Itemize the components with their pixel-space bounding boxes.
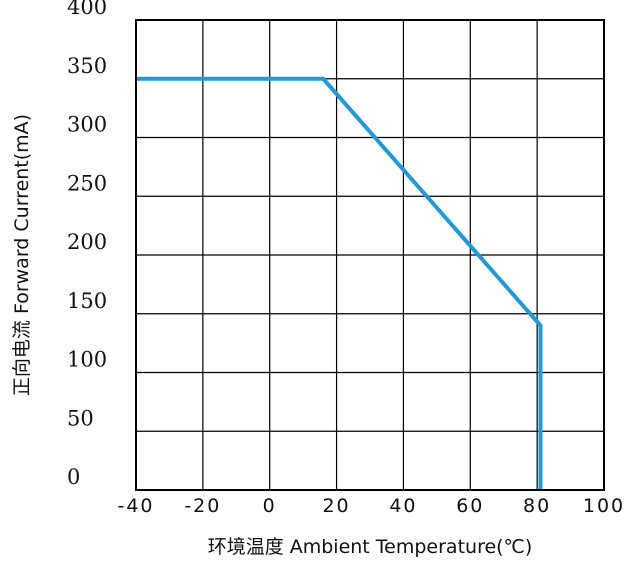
y-tick-label: 400 — [67, 0, 107, 19]
y-tick-label: 0 — [67, 465, 80, 489]
x-tick-label: 20 — [322, 495, 350, 517]
x-axis-title: 环境温度 Ambient Temperature(℃) — [208, 536, 533, 558]
x-tick-label: -20 — [184, 495, 221, 517]
series-line — [136, 76, 543, 490]
x-tick-label: 60 — [456, 495, 484, 517]
y-tick-label: 250 — [67, 171, 107, 195]
y-tick-label: 300 — [67, 113, 107, 137]
plot-frame — [135, 19, 605, 491]
y-tick-label: 150 — [67, 289, 107, 313]
x-tick-label: 100 — [583, 495, 625, 517]
y-tick-label: 50 — [67, 406, 94, 430]
x-tick-label: 80 — [523, 495, 551, 517]
series-group — [135, 76, 543, 491]
x-tick-labels: -40 -20 0 20 40 60 80 100 — [117, 495, 625, 517]
y-tick-label: 200 — [67, 230, 107, 254]
x-tick-label: -40 — [117, 495, 154, 517]
y-tick-label: 100 — [67, 348, 107, 372]
y-tick-label: 350 — [67, 54, 107, 78]
grid — [135, 19, 605, 491]
y-axis-title: 正向电流 Forward Current(mA) — [11, 114, 33, 396]
x-tick-label: 40 — [389, 495, 417, 517]
x-tick-label: 0 — [263, 495, 277, 517]
y-tick-labels: 0 50 100 150 200 250 300 350 400 — [67, 0, 107, 489]
